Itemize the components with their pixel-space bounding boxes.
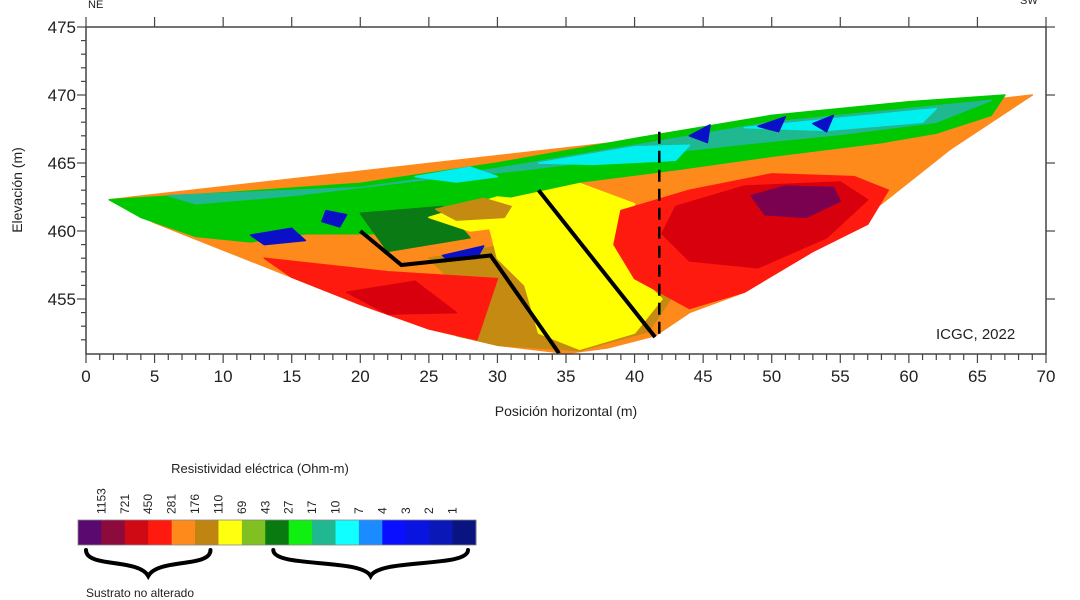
legend-swatch (171, 520, 196, 545)
zone-1-4 (249, 227, 307, 246)
zone-7-10 (414, 166, 499, 183)
legend: Resistividad eléctrica (Ohm-m) 1153 721 45… (77, 461, 477, 581)
y-tick-label: 455 (48, 290, 76, 309)
legend-label: 281 (165, 494, 179, 514)
legend-label: 176 (188, 494, 202, 514)
y-tick-label: 460 (48, 222, 76, 241)
legend-label: 721 (118, 494, 132, 514)
legend-swatch (78, 520, 102, 545)
legend-swatch (382, 520, 407, 545)
legend-swatch (241, 520, 266, 545)
legend-label: 17 (305, 500, 319, 514)
x-tick-label: 20 (351, 367, 370, 386)
x-tick-label: 30 (488, 367, 507, 386)
legend-title: Resistividad eléctrica (Ohm-m) (171, 461, 349, 476)
zone-7-10 (537, 144, 691, 166)
interpreted-line-solid (537, 188, 657, 339)
interpreted-lines (359, 131, 661, 355)
orientation-right: SW (1020, 0, 1038, 7)
legend-bar-frame (77, 519, 477, 546)
legend-label: 3 (399, 507, 413, 514)
x-tick-label: 5 (150, 367, 159, 386)
x-tick-label: 55 (831, 367, 850, 386)
legend-swatch (358, 520, 383, 545)
zone-721-1153 (750, 185, 842, 219)
x-tick-label: 15 (282, 367, 301, 386)
legend-label: 110 (211, 495, 225, 514)
y-axis-label: Elevación (m) (9, 147, 25, 233)
zone-1-4 (757, 116, 787, 133)
legend-label: 1 (446, 507, 460, 514)
legend-label: 27 (282, 500, 296, 514)
axes: 0 5 10 15 20 25 30 35 40 45 50 55 60 65 70 455 460 465 470… (48, 17, 1056, 386)
x-tick-label: 45 (694, 367, 713, 386)
zone-1-4 (812, 114, 835, 133)
legend-swatch (335, 520, 360, 545)
x-tick-label: 25 (419, 367, 438, 386)
orientation-left: NE (88, 0, 103, 11)
zone-1-4 (688, 124, 711, 144)
x-tick-label: 0 (81, 367, 90, 386)
zone-110-176 (434, 197, 512, 221)
y-tick-label: 475 (48, 18, 76, 37)
interpreted-line-solid (359, 229, 561, 355)
legend-swatch (148, 520, 173, 545)
legend-label: 7 (352, 507, 366, 514)
resistivity-zones (108, 94, 1034, 355)
legend-label: 69 (235, 500, 249, 514)
legend-label: 43 (258, 500, 272, 514)
legend-label: 450 (141, 494, 155, 514)
legend-label: 4 (375, 507, 389, 514)
legend-label: 2 (422, 507, 436, 514)
x-tick-label: 65 (968, 367, 987, 386)
legend-label: 10 (329, 500, 343, 514)
zone-450-721 (345, 280, 458, 315)
legend-swatch (312, 520, 337, 545)
x-tick-label: 35 (557, 367, 576, 386)
x-tick-label: 60 (899, 367, 918, 386)
legend-group-brace (84, 548, 213, 581)
legend-swatch (101, 520, 126, 545)
x-axis-label: Posición horizontal (m) (495, 403, 637, 419)
legend-swatch (195, 520, 219, 545)
legend-group-label-0: Sustrato no alterado (86, 586, 194, 600)
credit-annotation: ICGC, 2022 (936, 326, 1015, 343)
zone-1-4 (321, 209, 348, 228)
legend-swatch (288, 520, 313, 545)
legend-swatch (452, 520, 477, 545)
zone-7-10 (743, 107, 938, 132)
legend-swatch (405, 520, 430, 545)
x-tick-label: 40 (625, 367, 644, 386)
y-tick-label: 465 (48, 154, 76, 173)
x-tick-label: 70 (1037, 367, 1056, 386)
legend-swatch (124, 520, 149, 545)
legend-group-brace (271, 548, 470, 581)
y-tick-label: 470 (48, 86, 76, 105)
x-tick-label: 50 (762, 367, 781, 386)
legend-swatch (429, 520, 454, 545)
legend-label: 1153 (94, 488, 108, 514)
x-tick-label: 10 (214, 367, 233, 386)
legend-swatch (265, 520, 290, 545)
legend-swatch (218, 520, 243, 545)
